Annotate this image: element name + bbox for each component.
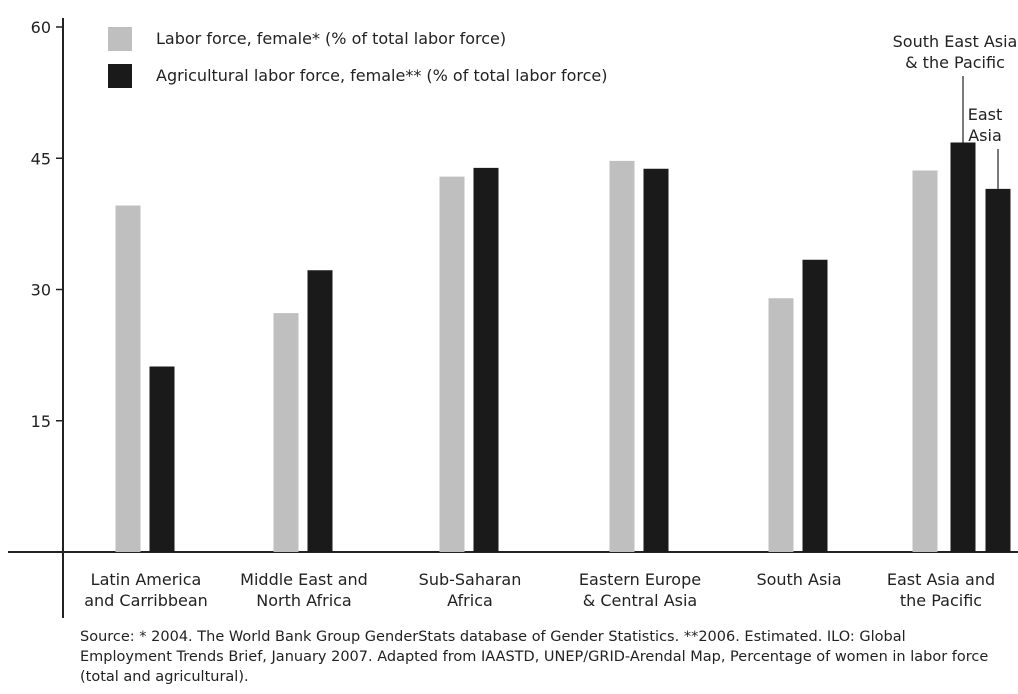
category-label: South Asia <box>756 570 841 589</box>
y-tick-label: 30 <box>31 281 51 300</box>
bar-labor-force <box>912 170 938 552</box>
annotations: South East Asia & the Pacific East Asia <box>893 32 1018 189</box>
bar-labor-force <box>768 298 794 552</box>
bar-agri-labor-force <box>643 168 669 552</box>
bar-agri-labor-force <box>149 366 175 552</box>
bar-agri-labor-force <box>802 259 828 552</box>
y-tick-label: 15 <box>31 412 51 431</box>
legend-swatch <box>108 64 132 88</box>
annotation-label: South East Asia & the Pacific <box>893 32 1018 72</box>
legend: Labor force, female* (% of total labor f… <box>108 27 608 88</box>
bar-chart: 15 30 45 60 Latin America and Carribbean Midd… <box>8 18 1018 618</box>
bar-labor-force <box>439 176 465 552</box>
bar-agri-labor-force-east-asia <box>985 188 1011 552</box>
bar-agri-labor-force <box>473 167 499 552</box>
category-label: Middle East and North Africa <box>240 570 368 610</box>
category-label: Latin America and Carribbean <box>84 570 208 610</box>
bar-labor-force <box>609 160 635 552</box>
category-labels: Latin America and Carribbean Middle East a… <box>84 570 995 610</box>
y-axis: 15 30 45 60 <box>8 18 1018 618</box>
legend-label: Agricultural labor force, female** (% of… <box>156 66 608 85</box>
y-tick-label: 60 <box>31 18 51 37</box>
category-label: East Asia and the Pacific <box>887 570 995 610</box>
category-label: Eastern Europe & Central Asia <box>579 570 701 610</box>
category-label: Sub-Saharan Africa <box>419 570 522 610</box>
bar-labor-force <box>115 205 141 552</box>
legend-label: Labor force, female* (% of total labor f… <box>156 29 506 48</box>
source-note: Source: * 2004. The World Bank Group Gen… <box>80 629 989 685</box>
annotation-label: East Asia <box>968 105 1003 145</box>
bars <box>115 142 1011 552</box>
bar-agri-labor-force <box>307 270 333 552</box>
bar-labor-force <box>273 313 299 552</box>
legend-swatch <box>108 27 132 51</box>
y-tick-label: 45 <box>31 149 51 168</box>
bar-agri-labor-force-southeast-asia <box>950 142 976 552</box>
